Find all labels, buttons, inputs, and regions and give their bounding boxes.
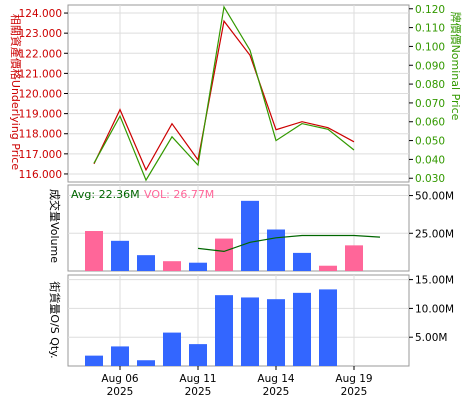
os-qty-bar xyxy=(137,360,155,366)
right-tick-label: 0.080 xyxy=(415,79,445,91)
volume-bar xyxy=(163,261,181,271)
volume-bar xyxy=(215,239,233,271)
x-tick-label: Aug 19 xyxy=(335,373,372,385)
x-tick-year: 2025 xyxy=(263,386,290,398)
underlying-price-axis-title: 相關資產價格Underlying Price xyxy=(9,14,23,170)
x-tick-label: Aug 11 xyxy=(179,373,216,385)
volume-bar xyxy=(137,255,155,271)
right-tick-label: 0.070 xyxy=(415,98,445,110)
volume-tick-label: 25.00M xyxy=(415,228,454,240)
os-tick-label: 15.00M xyxy=(415,275,454,287)
os-qty-bar xyxy=(293,293,311,366)
x-tick-year: 2025 xyxy=(341,386,368,398)
volume-bar xyxy=(241,201,259,271)
left-tick-label: 120.000 xyxy=(19,89,62,101)
right-tick-label: 0.060 xyxy=(415,117,445,129)
os-qty-axis-title: 街貨量O/S Qty. xyxy=(48,281,62,358)
right-tick-label: 0.090 xyxy=(415,60,445,72)
right-tick-label: 0.110 xyxy=(415,23,445,35)
right-tick-label: 0.100 xyxy=(415,41,445,53)
left-tick-label: 121.000 xyxy=(19,68,62,80)
volume-bar xyxy=(189,263,207,271)
os-qty-bar xyxy=(163,333,181,366)
os-qty-bar xyxy=(85,356,103,366)
os-qty-bar xyxy=(319,289,337,366)
os-qty-bar xyxy=(189,344,207,366)
left-tick-label: 124.000 xyxy=(19,8,62,20)
volume-bar xyxy=(111,241,129,271)
volume-bar xyxy=(319,266,337,271)
left-tick-label: 119.000 xyxy=(19,109,62,121)
os-qty-bar xyxy=(215,295,233,366)
left-tick-label: 116.000 xyxy=(19,169,62,181)
os-qty-bar xyxy=(241,297,259,366)
volume-axis-title: 成交量Volume xyxy=(48,189,62,263)
left-tick-label: 123.000 xyxy=(19,28,62,40)
volume-label: VOL: 26.77M xyxy=(144,188,214,201)
volume-bar xyxy=(85,231,103,271)
os-tick-label: 10.00M xyxy=(415,303,454,315)
right-tick-label: 0.050 xyxy=(415,136,445,148)
os-tick-label: 5.00M xyxy=(415,332,447,344)
x-tick-label: Aug 14 xyxy=(257,373,295,385)
nominal-price-axis-title: 牌價價Nominal Price xyxy=(449,12,463,121)
x-tick-year: 2025 xyxy=(107,386,134,398)
left-tick-label: 122.000 xyxy=(19,48,62,60)
x-tick-label: Aug 06 xyxy=(101,373,139,385)
right-tick-label: 0.120 xyxy=(415,4,445,16)
os-qty-bar xyxy=(267,299,285,366)
left-tick-label: 117.000 xyxy=(19,149,62,161)
volume-tick-label: 50.00M xyxy=(415,191,454,203)
right-tick-label: 0.040 xyxy=(415,154,445,166)
volume-bar xyxy=(293,253,311,271)
right-tick-label: 0.030 xyxy=(415,173,445,185)
volume-bar xyxy=(267,230,285,271)
volume-bar xyxy=(345,245,363,271)
os-qty-bar xyxy=(111,346,129,366)
x-tick-year: 2025 xyxy=(185,386,212,398)
avg-volume-label: Avg: 22.36M xyxy=(71,188,140,201)
left-tick-label: 118.000 xyxy=(19,129,62,141)
